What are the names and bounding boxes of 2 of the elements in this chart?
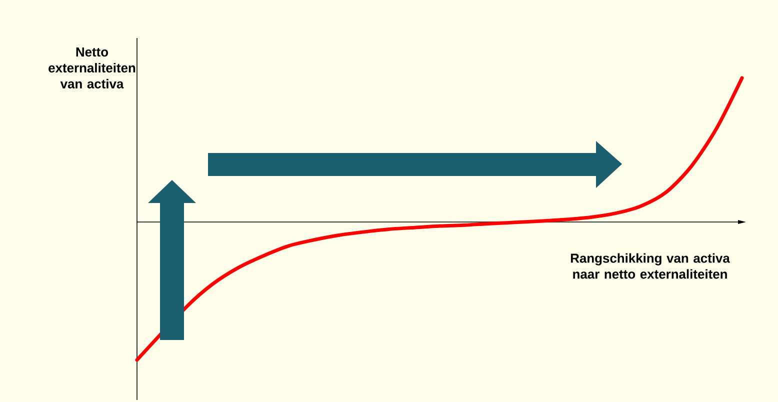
x-axis-title: Rangschikking van activa naar netto externaliteiten	[570, 253, 730, 279]
y-axis-title: Netto externaliteiten van activa	[48, 48, 136, 88]
